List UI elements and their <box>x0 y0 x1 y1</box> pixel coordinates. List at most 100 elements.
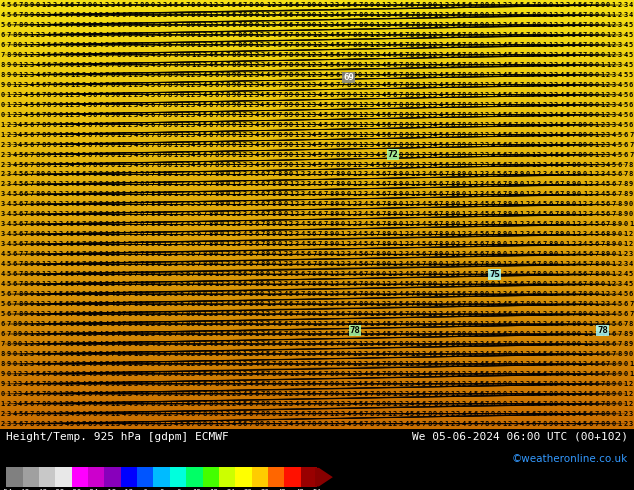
Text: 5: 5 <box>618 142 622 147</box>
Text: 7: 7 <box>514 132 518 138</box>
Text: 0: 0 <box>381 411 385 417</box>
Text: 1: 1 <box>122 92 126 98</box>
Text: 7: 7 <box>537 261 541 267</box>
Text: 1: 1 <box>323 2 328 8</box>
Text: 1: 1 <box>468 181 472 188</box>
Text: 7: 7 <box>127 12 132 18</box>
Text: 9: 9 <box>456 181 460 188</box>
Text: 69: 69 <box>344 73 354 82</box>
Text: 0: 0 <box>537 62 541 68</box>
Text: 7: 7 <box>18 271 22 277</box>
Text: 3: 3 <box>70 122 74 127</box>
Text: 6: 6 <box>404 22 408 28</box>
Text: 6: 6 <box>87 122 91 127</box>
Text: 1: 1 <box>226 221 230 227</box>
Text: 1: 1 <box>249 341 253 347</box>
Text: 6: 6 <box>629 112 633 118</box>
Text: 1: 1 <box>162 261 166 267</box>
Text: 8: 8 <box>133 12 138 18</box>
Text: 7: 7 <box>249 281 253 287</box>
Text: 2: 2 <box>353 371 356 377</box>
Text: 3: 3 <box>554 301 559 307</box>
Text: 3: 3 <box>353 231 356 237</box>
Text: 6: 6 <box>375 211 380 218</box>
Text: 7: 7 <box>347 321 351 327</box>
Text: 3: 3 <box>58 231 63 237</box>
Text: 3: 3 <box>508 271 512 277</box>
Text: 1: 1 <box>295 151 299 158</box>
Text: 5: 5 <box>6 251 11 257</box>
Text: 9: 9 <box>110 92 115 98</box>
Text: 0: 0 <box>191 331 195 337</box>
Text: 2: 2 <box>99 12 103 18</box>
Text: 4: 4 <box>468 391 472 397</box>
Text: 2: 2 <box>427 92 432 98</box>
Text: 8: 8 <box>231 62 236 68</box>
Text: 3: 3 <box>116 241 120 247</box>
Text: 5: 5 <box>151 361 155 367</box>
Text: 3: 3 <box>283 271 287 277</box>
Text: 5: 5 <box>87 102 91 108</box>
Text: 1: 1 <box>416 142 420 147</box>
Text: 8: 8 <box>157 151 160 158</box>
Text: 2: 2 <box>47 261 51 267</box>
Text: 5: 5 <box>231 291 236 297</box>
Text: 5: 5 <box>375 181 380 188</box>
Text: 6: 6 <box>543 371 547 377</box>
Text: 7: 7 <box>392 102 397 108</box>
Text: 6: 6 <box>87 151 91 158</box>
Text: 0: 0 <box>295 102 299 108</box>
Text: 7: 7 <box>387 192 391 197</box>
Text: 0: 0 <box>525 321 529 327</box>
Text: 7: 7 <box>566 321 570 327</box>
Text: 8: 8 <box>99 151 103 158</box>
Text: 1: 1 <box>595 122 598 127</box>
Text: 0: 0 <box>30 311 34 317</box>
Text: 2: 2 <box>75 82 80 88</box>
Text: 7: 7 <box>6 331 11 337</box>
Text: 4: 4 <box>329 321 333 327</box>
Text: 8: 8 <box>99 142 103 147</box>
Text: 2: 2 <box>623 251 628 257</box>
Text: 9: 9 <box>283 361 287 367</box>
Text: 0: 0 <box>157 411 160 417</box>
Text: 7: 7 <box>301 291 305 297</box>
Text: 4: 4 <box>191 172 195 177</box>
Text: 4: 4 <box>260 82 264 88</box>
Text: 4: 4 <box>410 391 414 397</box>
Text: 3: 3 <box>53 2 57 8</box>
Text: 8: 8 <box>105 381 109 387</box>
Text: 6: 6 <box>427 371 432 377</box>
Text: 5: 5 <box>93 72 97 78</box>
Text: 4: 4 <box>381 331 385 337</box>
Text: 2: 2 <box>548 102 553 108</box>
Text: 4: 4 <box>606 162 610 168</box>
Text: 5: 5 <box>133 201 138 207</box>
Text: 7: 7 <box>289 32 293 38</box>
Text: 6: 6 <box>392 62 397 68</box>
Text: 3: 3 <box>133 381 138 387</box>
Text: 7: 7 <box>474 281 477 287</box>
Text: 8: 8 <box>47 102 51 108</box>
Text: 7: 7 <box>329 142 333 147</box>
Text: 8: 8 <box>347 72 351 78</box>
Text: 6: 6 <box>110 331 115 337</box>
Text: 9: 9 <box>81 291 86 297</box>
Text: 8: 8 <box>404 321 408 327</box>
Text: 1: 1 <box>347 371 351 377</box>
Bar <box>170 467 186 487</box>
Text: 6: 6 <box>133 241 138 247</box>
Text: 2: 2 <box>139 351 143 357</box>
Text: 2: 2 <box>554 42 559 48</box>
Text: 3: 3 <box>139 82 143 88</box>
Text: 6: 6 <box>508 142 512 147</box>
Text: 2: 2 <box>335 271 339 277</box>
Text: 3: 3 <box>612 82 616 88</box>
Text: 9: 9 <box>474 32 477 38</box>
Text: 2: 2 <box>439 301 443 307</box>
Text: 7: 7 <box>87 162 91 168</box>
Text: 4: 4 <box>127 181 132 188</box>
Text: 8: 8 <box>583 112 587 118</box>
Text: 7: 7 <box>566 172 570 177</box>
Text: 5: 5 <box>75 211 80 218</box>
